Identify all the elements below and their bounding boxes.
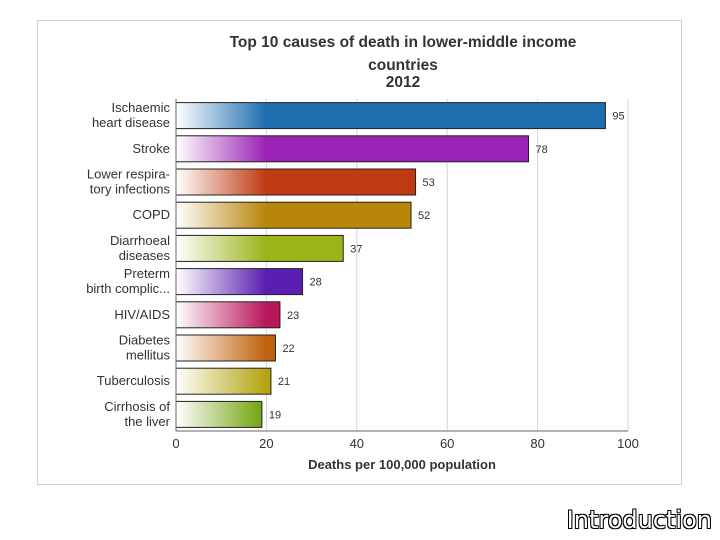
category-label: Stroke — [132, 141, 170, 156]
category-label: tory infections — [90, 182, 171, 197]
x-tick-label: 100 — [617, 436, 639, 451]
footer-title: Introduction — [566, 506, 712, 534]
bar-value-label: 28 — [310, 277, 322, 289]
chart-title-line: countries — [368, 57, 438, 74]
bar-value-label: 22 — [282, 343, 294, 355]
x-tick-label: 0 — [172, 436, 179, 451]
bar-value-label: 53 — [423, 177, 435, 189]
bar-value-label: 19 — [269, 409, 281, 421]
x-tick-label: 80 — [530, 436, 544, 451]
chart-title-line: 2012 — [386, 74, 420, 91]
category-label: birth complic... — [86, 281, 170, 296]
bar — [175, 201, 412, 229]
category-label: Diabetes — [119, 333, 171, 348]
category-label: HIV/AIDS — [114, 307, 170, 322]
bar — [175, 135, 530, 163]
bar — [175, 268, 304, 296]
category-label: Lower respira- — [87, 167, 170, 182]
bar — [175, 234, 344, 262]
category-label: the liver — [124, 414, 170, 429]
bar-value-label: 21 — [278, 376, 290, 388]
bar — [175, 400, 263, 428]
category-label: Preterm — [124, 266, 170, 281]
category-label: Tuberculosis — [97, 373, 171, 388]
category-label: diseases — [119, 248, 171, 263]
bar-value-label: 78 — [536, 144, 548, 156]
x-axis-label: Deaths per 100,000 population — [308, 457, 496, 472]
bar-value-label: 95 — [612, 111, 624, 123]
bar — [175, 301, 281, 329]
category-label: COPD — [132, 207, 170, 222]
category-label: Ischaemic — [111, 100, 170, 115]
bar — [175, 102, 606, 130]
bar — [175, 367, 272, 395]
bar — [175, 334, 276, 362]
x-tick-label: 20 — [259, 436, 273, 451]
x-tick-label: 40 — [350, 436, 364, 451]
chart-svg: Top 10 causes of death in lower-middle i… — [86, 34, 639, 472]
category-label: mellitus — [126, 348, 171, 363]
category-label: Diarrhoeal — [110, 233, 170, 248]
x-tick-label: 60 — [440, 436, 454, 451]
bar — [175, 168, 417, 196]
bar-value-label: 23 — [287, 310, 299, 322]
category-label: Cirrhosis of — [104, 399, 170, 414]
chart-frame: Top 10 causes of death in lower-middle i… — [37, 20, 682, 485]
chart-title-line: Top 10 causes of death in lower-middle i… — [230, 34, 577, 51]
bar-value-label: 52 — [418, 210, 430, 222]
bar-value-label: 37 — [350, 243, 362, 255]
category-label: heart disease — [92, 115, 170, 130]
